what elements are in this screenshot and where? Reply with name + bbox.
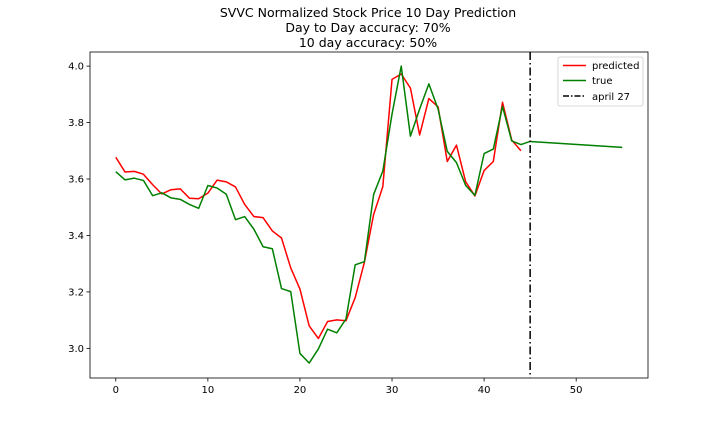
legend-label-predicted: predicted [592,61,639,72]
y-axis: 3.0 3.2 3.4 3.6 3.8 4.0 [68,62,90,355]
x-tick-label: 40 [478,385,491,396]
y-tick-label: 3.2 [68,287,84,298]
series-layer [115,65,623,364]
x-tick-label: 10 [201,385,214,396]
plot-area: 0 10 20 30 40 50 3.0 3.2 3.4 3.6 3.8 4.0 [68,51,649,396]
x-tick-label: 20 [294,385,307,396]
legend-label-april-27: april 27 [592,92,630,103]
series-line-predicted [115,73,522,340]
x-tick-label: 0 [113,385,119,396]
y-tick-label: 3.0 [68,344,84,355]
x-tick-label: 30 [386,385,399,396]
y-tick-label: 3.6 [68,175,84,186]
x-tick-label: 50 [570,385,583,396]
y-tick-label: 3.8 [68,118,84,129]
chart-title-line-3: 10 day accuracy: 50% [299,35,437,50]
legend-label-true: true [592,76,613,87]
legend-box [557,56,644,107]
series-line-true [115,65,623,364]
legend: predicted true april 27 [557,56,644,107]
x-axis: 0 10 20 30 40 50 [113,378,583,396]
y-tick-label: 4.0 [68,62,84,73]
y-tick-label: 3.4 [68,231,84,242]
axes-frame [89,51,649,379]
chart-title-line-1: SVVC Normalized Stock Price 10 Day Predi… [220,5,516,20]
chart-title: SVVC Normalized Stock Price 10 Day Predi… [220,5,516,50]
chart-title-line-2: Day to Day accuracy: 70% [285,20,450,35]
